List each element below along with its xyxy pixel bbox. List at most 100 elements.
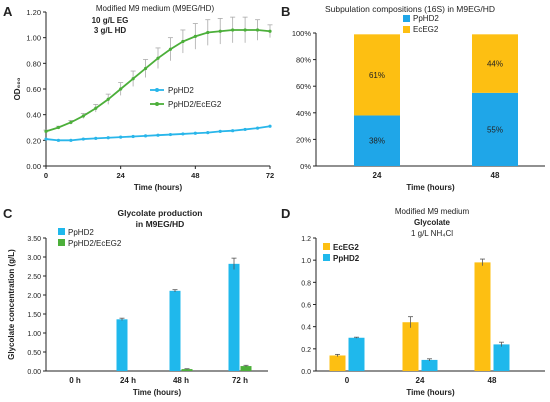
panel-c-legend-label: PpHD2/EcEG2 (68, 239, 122, 248)
panel-b-bar-segment (472, 92, 518, 166)
panel-letter-b: B (281, 4, 290, 19)
panel-c-legend-swatch (58, 239, 65, 246)
panel-c-x-tick-label: 72 h (232, 376, 248, 385)
panel-b-data-label: 55% (487, 125, 503, 134)
panel-c-bar (228, 263, 240, 371)
panel-d-bar (474, 262, 491, 371)
panel-d-legend-label: PpHD2 (333, 254, 360, 263)
panel-b-x-tick-label: 48 (491, 171, 500, 180)
panel-a-x-tick-label: 48 (191, 171, 199, 180)
panel-a-data-point (119, 87, 123, 91)
panel-a-data-point (206, 131, 210, 135)
panel-d-title-line3: 1 g/L NH₄Cl (411, 229, 453, 238)
panel-c-y-tick-label: 2.00 (27, 293, 41, 300)
panel-a-data-point (168, 47, 173, 51)
panel-c-bar (169, 290, 181, 371)
panel-b-legend-swatch (403, 15, 410, 22)
panel-d-x-axis-label: Time (hours) (406, 388, 455, 397)
panel-d-bar (402, 322, 419, 371)
panel-b-title: Subpulation compositions (16S) in M9EG/H… (325, 4, 495, 14)
panel-a-data-point (231, 28, 235, 32)
panel-b-legend-label: EcEG2 (413, 25, 439, 34)
panel-a-data-point (94, 106, 98, 110)
panel-d-y-tick-label: 1.0 (301, 258, 311, 265)
panel-a-y-tick-label: 0.00 (26, 162, 41, 171)
panel-a-y-tick-label: 1.20 (26, 8, 41, 17)
panel-d-y-tick-label: 0.6 (301, 303, 311, 310)
panel-a-data-point (255, 126, 260, 130)
panel-c-x-tick-label: 24 h (120, 376, 136, 385)
panel-a-data-point (56, 138, 61, 142)
panel-b-x-tick-label: 24 (373, 171, 382, 180)
panel-d-x-tick-label: 0 (345, 376, 350, 385)
panel-a-data-point (193, 131, 197, 135)
panel-a-y-tick-label: 0.40 (26, 111, 41, 120)
panel-d-title-line1: Modified M9 medium (395, 207, 470, 216)
panel-a-data-point (106, 97, 110, 101)
panel-d-bar (493, 344, 510, 371)
panel-a-data-point (168, 132, 173, 137)
panel-a-x-tick-label: 24 (116, 171, 125, 180)
panel-a-chart: 0.00 0.20 0.40 0.60 0.80 1.00 1.20 0 24 48 72 Time … (13, 8, 274, 192)
panel-c-bar (181, 369, 193, 371)
panel-b-legend-swatch (403, 26, 410, 33)
panel-c-x-tick-label: 48 h (173, 376, 189, 385)
panel-c-bar (116, 319, 128, 371)
panel-a-data-point (156, 56, 160, 60)
panel-a-data-point (106, 136, 110, 140)
panel-c-legend-swatch (58, 228, 65, 235)
panel-a-y-tick-label: 0.20 (26, 136, 41, 145)
panel-b-data-label: 44% (487, 60, 503, 69)
panel-b-legend-label: PpHD2 (413, 14, 439, 23)
panel-c-y-tick-label: 1.00 (27, 331, 41, 338)
panel-c-y-tick-label: 0.00 (27, 369, 41, 376)
panel-d-title-line2: Glycolate (414, 218, 451, 227)
panel-a-data-point (119, 135, 123, 139)
panel-c-y-tick-label: 3.50 (27, 236, 41, 243)
panel-b-data-label: 61% (369, 71, 385, 80)
panel-b-y-tick-label: 0% (300, 162, 311, 171)
panel-a-legend-label: PpHD2/EcEG2 (168, 100, 222, 109)
panel-c-title-line1: Glycolate production (117, 208, 202, 218)
panel-b-y-tick-label: 20% (296, 135, 311, 144)
panel-b-bar-segment (472, 34, 518, 93)
panel-b-y-tick-label: 60% (296, 82, 311, 91)
panel-a-data-point (131, 77, 135, 81)
panel-c-chart: 0.00 0.50 1.00 1.50 2.00 2.50 3.00 3.50 0 h 24 h 4… (7, 228, 268, 397)
panel-a-title: Modified M9 medium (M9EG/HD) (96, 4, 215, 13)
panel-a-data-point (181, 39, 185, 44)
panel-a-data-point (218, 29, 222, 33)
panel-a-data-point (255, 28, 260, 32)
panel-a-data-point (69, 120, 73, 124)
panel-d-legend-label: EcEG2 (333, 243, 359, 252)
panel-c-legend-label: PpHD2 (68, 228, 94, 237)
panel-a-annotation-eg: 10 g/L EG (92, 16, 129, 25)
panel-c-y-tick-label: 1.50 (27, 312, 41, 319)
panel-a-x-tick-label: 0 (44, 171, 48, 180)
panel-a-data-point (268, 29, 272, 33)
panel-d-y-tick-label: 0.0 (301, 369, 311, 376)
panel-a-data-point (268, 124, 272, 128)
panel-d-legend-swatch (323, 254, 330, 261)
panel-b-chart: 0% 20% 40% 60% 80% 100% 38% 61% 24 55% 44% 48 Time (… (292, 14, 545, 192)
panel-a-legend-label: PpHD2 (168, 86, 194, 95)
panel-a-data-point (243, 28, 247, 32)
panel-d-bar (329, 355, 346, 371)
panel-letter-a: A (3, 4, 13, 19)
panel-a-data-point (231, 129, 235, 133)
panel-a-data-point (44, 129, 48, 133)
panel-a-y-axis-label: OD₆₀₀ (13, 77, 22, 100)
panel-b-y-tick-label: 80% (296, 56, 311, 65)
panel-a-data-point (193, 34, 197, 38)
panel-b-bar-segment (354, 115, 400, 166)
panel-c-y-tick-label: 2.50 (27, 274, 41, 281)
panel-c-y-tick-label: 0.50 (27, 350, 41, 357)
panel-a-data-point (181, 132, 185, 136)
panel-a-legend-marker (155, 102, 159, 106)
panel-c-y-axis-label: Glycolate concentration (g/L) (7, 249, 16, 360)
panel-d-chart: 0.0 0.2 0.4 0.6 0.8 1.0 1.2 0 24 48 Time (hours) Ec… (301, 236, 545, 397)
panel-a-data-point (243, 127, 247, 132)
panel-c-title-line2: in M9EG/HD (136, 219, 185, 229)
panel-a-annotation-hd: 3 g/L HD (94, 26, 127, 35)
